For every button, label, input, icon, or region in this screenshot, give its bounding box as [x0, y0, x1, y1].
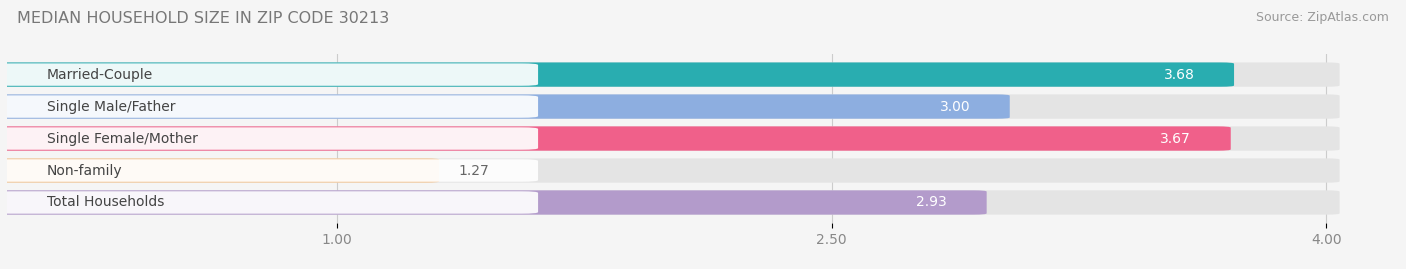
Text: Single Male/Father: Single Male/Father [46, 100, 176, 114]
Text: 2.93: 2.93 [917, 196, 948, 210]
FancyBboxPatch shape [0, 190, 1340, 215]
FancyBboxPatch shape [0, 190, 987, 215]
FancyBboxPatch shape [0, 63, 538, 86]
FancyBboxPatch shape [0, 158, 1340, 183]
Text: 3.68: 3.68 [1164, 68, 1195, 82]
FancyBboxPatch shape [0, 62, 1340, 87]
Text: 3.00: 3.00 [939, 100, 970, 114]
FancyBboxPatch shape [0, 94, 1010, 119]
FancyBboxPatch shape [0, 127, 538, 150]
FancyBboxPatch shape [0, 94, 1340, 119]
Text: Married-Couple: Married-Couple [46, 68, 153, 82]
Text: 3.67: 3.67 [1160, 132, 1191, 146]
FancyBboxPatch shape [0, 158, 439, 183]
FancyBboxPatch shape [0, 126, 1230, 151]
FancyBboxPatch shape [0, 62, 1234, 87]
Text: MEDIAN HOUSEHOLD SIZE IN ZIP CODE 30213: MEDIAN HOUSEHOLD SIZE IN ZIP CODE 30213 [17, 11, 389, 26]
FancyBboxPatch shape [0, 191, 538, 214]
Text: Source: ZipAtlas.com: Source: ZipAtlas.com [1256, 11, 1389, 24]
Text: 1.27: 1.27 [458, 164, 489, 178]
Text: Single Female/Mother: Single Female/Mother [46, 132, 197, 146]
Text: Total Households: Total Households [46, 196, 165, 210]
FancyBboxPatch shape [0, 159, 538, 182]
FancyBboxPatch shape [0, 95, 538, 118]
Text: Non-family: Non-family [46, 164, 122, 178]
FancyBboxPatch shape [0, 126, 1340, 151]
